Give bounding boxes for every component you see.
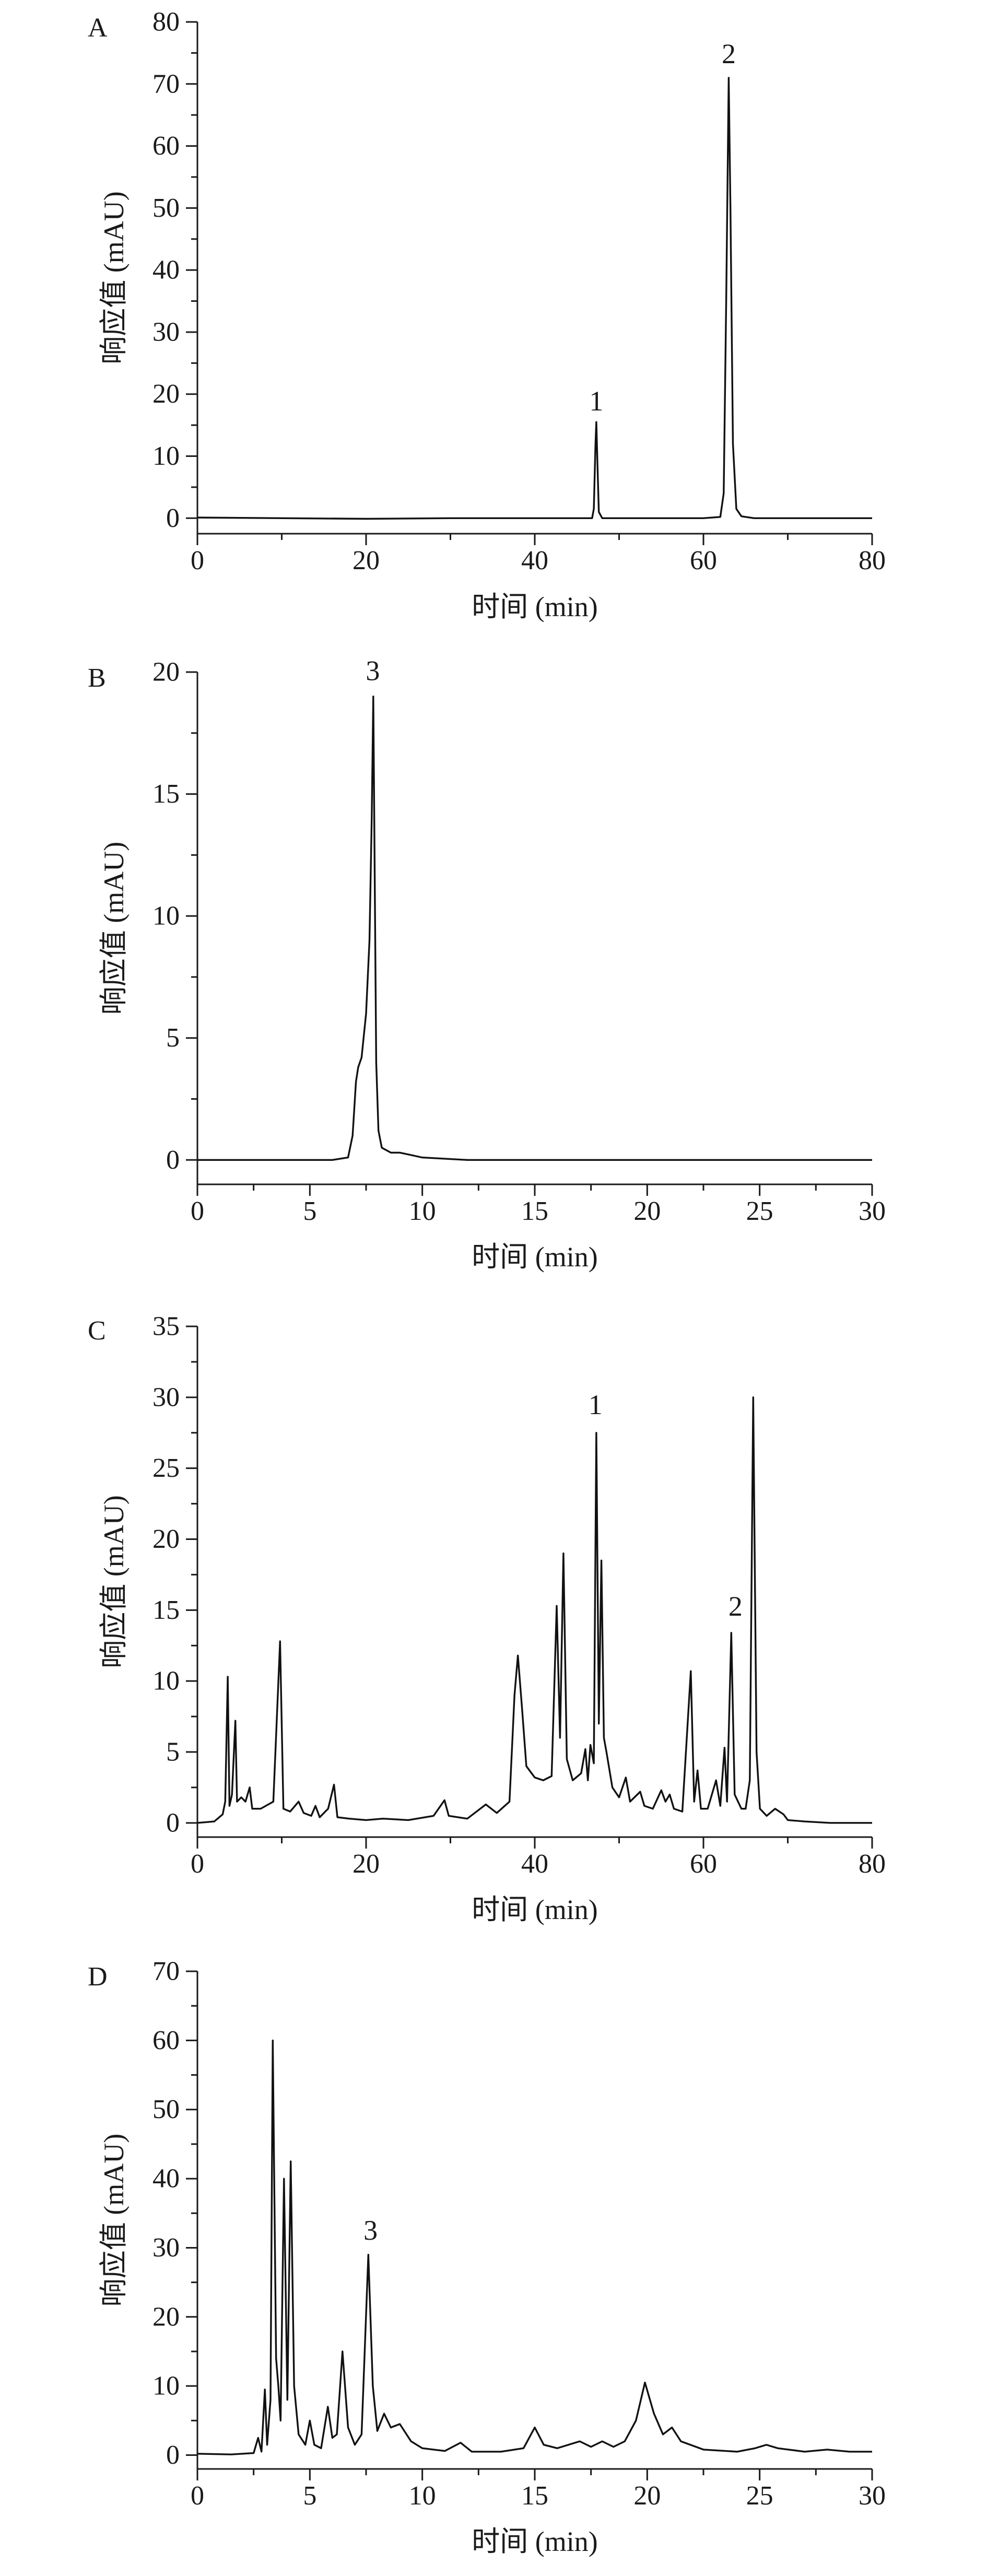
y-tick-label: 60 — [152, 131, 180, 161]
chart-panel-a: A 0 20 40 60 80 0 10 20 30 40 50 60 70 80 时间 (min) 响应值 (… — [88, 7, 886, 623]
x-tick-label: 40 — [521, 1849, 548, 1879]
y-tick-label: 30 — [152, 2233, 180, 2263]
y-tick-label: 5 — [166, 1023, 180, 1053]
y-tick-label: 70 — [152, 69, 180, 99]
y-tick-label: 30 — [152, 1382, 180, 1412]
chart-panel-d: D 0 5 10 15 20 25 30 0 10 20 30 40 50 60 70 时间 (min) 响应值 … — [88, 1957, 886, 2558]
x-tick-label: 20 — [352, 1849, 380, 1879]
x-tick-label: 30 — [859, 1196, 886, 1226]
y-tick-label: 30 — [152, 317, 180, 347]
x-tick-label: 80 — [859, 546, 886, 575]
x-tick-label: 10 — [409, 1196, 436, 1226]
y-tick-label: 50 — [152, 2095, 180, 2124]
y-tick-label: 25 — [152, 1453, 180, 1483]
x-tick-label: 15 — [521, 2481, 548, 2511]
x-tick-label: 15 — [521, 1196, 548, 1226]
panel-letter: B — [88, 663, 106, 693]
y-tick-label: 40 — [152, 2164, 180, 2194]
chromatogram-trace — [197, 1396, 872, 1824]
x-tick-label: 0 — [191, 2481, 204, 2511]
x-tick-label: 60 — [690, 1849, 717, 1879]
y-tick-label: 15 — [152, 1595, 180, 1625]
y-tick-label: 0 — [166, 1145, 180, 1175]
y-tick-label: 35 — [152, 1312, 180, 1342]
x-tick-label: 10 — [409, 2481, 436, 2511]
y-tick-label: 10 — [152, 441, 180, 471]
peak-label: 1 — [589, 1389, 603, 1420]
y-tick-label: 0 — [166, 1808, 180, 1838]
x-tick-label: 30 — [859, 2481, 886, 2511]
x-axis-title: 时间 (min) — [472, 2526, 597, 2557]
x-axis-title: 时间 (min) — [472, 591, 597, 622]
x-tick-label: 60 — [690, 546, 717, 575]
y-tick-label: 20 — [152, 1524, 180, 1554]
y-tick-label: 20 — [152, 2302, 180, 2332]
chart-panel-b: B 0 5 10 15 20 25 30 0 5 10 15 20 时间 (min) 响应值 (mAU) 3 — [88, 655, 886, 1273]
x-tick-label: 0 — [191, 546, 204, 575]
y-tick-label: 20 — [152, 657, 180, 687]
chromatogram-trace — [197, 2039, 872, 2455]
x-tick-label: 5 — [303, 1196, 316, 1226]
x-axis-title: 时间 (min) — [472, 1241, 597, 1273]
x-tick-label: 20 — [352, 546, 380, 575]
y-tick-label: 60 — [152, 2026, 180, 2055]
y-tick-label: 0 — [166, 503, 180, 533]
y-tick-label: 0 — [166, 2440, 180, 2470]
panel-letter: C — [88, 1316, 106, 1346]
x-tick-label: 5 — [303, 2481, 316, 2511]
y-tick-label: 10 — [152, 1666, 180, 1696]
x-tick-label: 80 — [859, 1849, 886, 1879]
peak-label: 2 — [722, 38, 736, 69]
x-tick-label: 20 — [633, 1196, 661, 1226]
y-tick-label: 10 — [152, 901, 180, 931]
y-tick-label: 10 — [152, 2371, 180, 2401]
x-tick-label: 20 — [633, 2481, 661, 2511]
y-tick-label: 50 — [152, 193, 180, 223]
x-tick-label: 25 — [746, 2481, 773, 2511]
chromatogram-trace — [197, 696, 872, 1161]
y-axis-title: 响应值 (mAU) — [98, 842, 130, 1015]
chart-panel-c: C 0 20 40 60 80 0 5 10 15 20 25 30 35 时间 (min) 响应值 (mAU… — [88, 1312, 886, 1926]
peak-label: 3 — [366, 655, 380, 686]
panel-letter: A — [88, 13, 108, 43]
panel-letter: D — [88, 1962, 108, 1992]
y-tick-label: 70 — [152, 1957, 180, 1986]
y-axis-title: 响应值 (mAU) — [98, 191, 130, 364]
x-tick-label: 25 — [746, 1196, 773, 1226]
y-tick-label: 40 — [152, 255, 180, 285]
y-axis-title: 响应值 (mAU) — [98, 2134, 130, 2307]
y-tick-label: 20 — [152, 379, 180, 409]
chromatogram-trace — [197, 77, 872, 520]
y-axis-title: 响应值 (mAU) — [98, 1495, 130, 1668]
y-tick-label: 15 — [152, 779, 180, 809]
x-tick-label: 0 — [191, 1849, 204, 1879]
x-tick-label: 40 — [521, 546, 548, 575]
peak-label: 1 — [589, 385, 603, 417]
y-tick-label: 5 — [166, 1737, 180, 1767]
peak-label: 3 — [363, 2215, 378, 2246]
x-tick-label: 0 — [191, 1196, 204, 1226]
peak-label: 2 — [728, 1591, 743, 1622]
x-axis-title: 时间 (min) — [472, 1894, 597, 1925]
y-tick-label: 80 — [152, 7, 180, 37]
